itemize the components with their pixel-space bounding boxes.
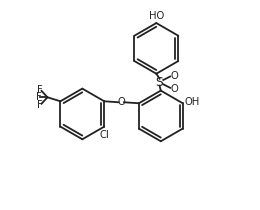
Text: OH: OH [185,97,200,107]
Text: O: O [117,97,125,107]
Text: F: F [36,92,41,102]
Text: S: S [156,76,163,89]
Text: O: O [171,84,179,94]
Text: O: O [171,71,179,81]
Text: F: F [37,100,43,110]
Text: HO: HO [149,10,164,21]
Text: F: F [37,85,43,95]
Text: Cl: Cl [99,130,109,140]
